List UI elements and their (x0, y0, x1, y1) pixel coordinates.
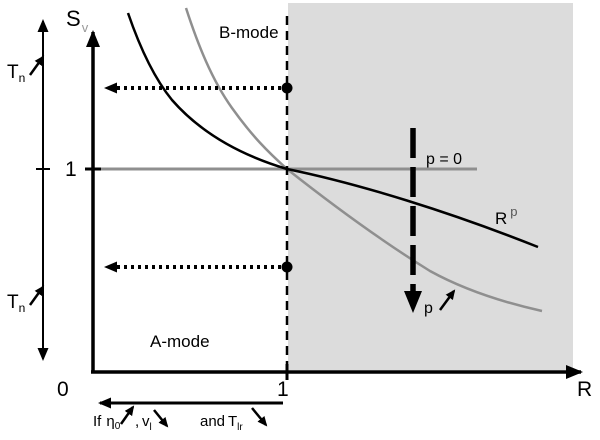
y-axis-label: Sv (66, 6, 89, 35)
condition-t: T (228, 413, 237, 430)
p-increase-label: p (424, 300, 433, 317)
dot-marker-lower (281, 261, 293, 273)
t-n-upper-sub: n (19, 71, 26, 85)
shaded-region-r-greater-1 (288, 3, 573, 370)
r-power-exponent: p (510, 204, 517, 219)
dot-marker-upper (281, 82, 293, 94)
condition-eta: η (106, 413, 114, 430)
condition-if: If (93, 413, 102, 430)
t-n-lower-base: T (7, 292, 19, 313)
condition-v-sub: l (150, 422, 152, 433)
up-right-arrow-icon (438, 289, 456, 311)
condition-comma: , (135, 413, 139, 430)
condition-t-sub: lr (237, 422, 243, 433)
up-right-arrow-icon (28, 285, 45, 306)
y-tick-label-1: 1 (65, 158, 77, 181)
curve-gray-high-p (184, 7, 543, 313)
up-right-arrow-icon (119, 405, 135, 425)
x-tick-label-1: 1 (277, 378, 289, 401)
curve-black-rp (126, 12, 539, 249)
condition-text: If η0, vl and Tlr (93, 413, 243, 433)
x-axis-label: R (577, 378, 592, 401)
down-right-arrow-icon (251, 407, 268, 427)
origin-label: 0 (57, 378, 69, 401)
t-n-upper-label: Tn (7, 62, 25, 85)
condition-v: v (142, 413, 150, 430)
p-zero-label: p = 0 (426, 151, 462, 168)
b-mode-label: B-mode (219, 23, 279, 42)
a-mode-label: A-mode (150, 332, 210, 351)
up-right-arrow-icon (28, 55, 45, 76)
y-axis-label-main: S (66, 6, 81, 31)
p-direction-arrowhead (404, 291, 422, 313)
down-right-arrow-icon (153, 409, 169, 428)
r-power-base: R (495, 209, 507, 228)
y-axis-label-sub: v (82, 20, 89, 35)
condition-eta-sub: 0 (115, 421, 121, 432)
t-n-upper-base: T (7, 62, 19, 83)
t-n-lower-label: Tn (7, 292, 25, 315)
condition-and: and (200, 413, 225, 430)
t-n-lower-sub: n (19, 301, 26, 315)
